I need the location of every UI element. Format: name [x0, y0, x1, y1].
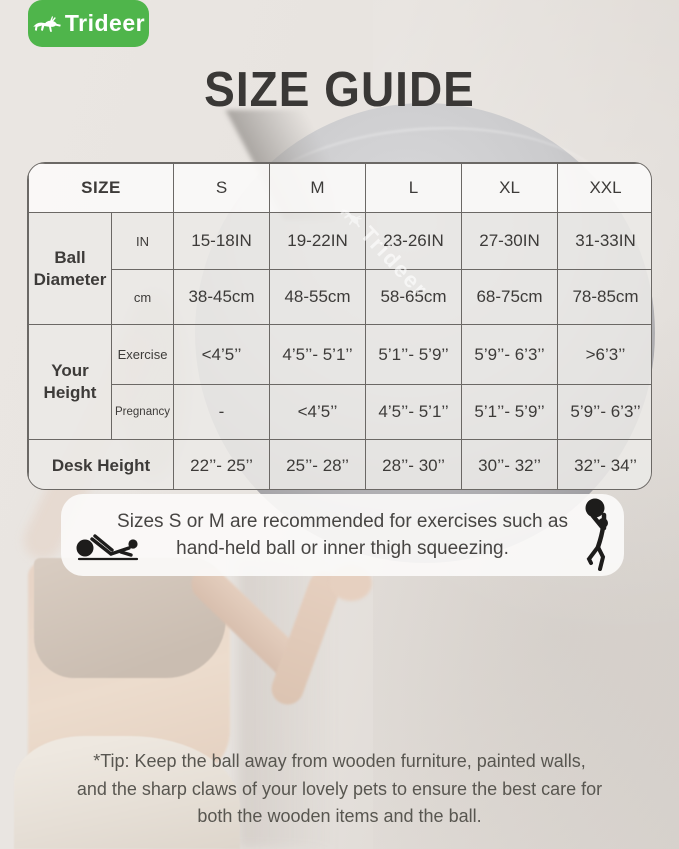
size-value-cell: 4’5’’- 5’1’’: [365, 384, 463, 440]
col-header-l: L: [365, 163, 463, 213]
col-header-s: S: [173, 163, 271, 213]
deer-icon: [33, 15, 61, 32]
table-row-height-pregnancy: Pregnancy - <4’5’’ 4’5’’- 5’1’’ 5’1’’- 5…: [29, 384, 651, 440]
row-group-ball-diameter: Ball Diameter: [28, 212, 112, 325]
table-row-height-exercise: Your Height Exercise <4’5’’ 4’5’’- 5’1’’…: [28, 324, 651, 440]
col-header-xl: XL: [461, 163, 559, 213]
size-value-cell: 5’1’’- 5’9’’: [461, 384, 559, 440]
care-tip: *Tip: Keep the ball away from wooden fur…: [0, 748, 679, 831]
tip-line-3: both the wooden items and the ball.: [197, 806, 482, 826]
tip-line-2: and the sharp claws of your lovely pets …: [76, 778, 603, 799]
size-value-cell: 28’’- 30’’: [365, 439, 463, 489]
size-value-cell: 32’’- 34’’: [557, 439, 651, 489]
size-value-cell: 78-85cm: [557, 269, 651, 325]
row-sub-pregnancy: Pregnancy: [110, 384, 175, 440]
row-sub-cm: cm: [110, 269, 175, 325]
size-value-cell: 4’5’’- 5’1’’: [269, 324, 367, 385]
size-table-grid: SIZE S M L XL XXL Ball Diameter IN 15-18…: [28, 163, 651, 489]
size-value-cell: <4’5’’: [173, 324, 271, 385]
page-title: SIZE GUIDE: [204, 61, 475, 117]
hand-held-ball-icon: [585, 498, 608, 571]
tip-line-1: *Tip: Keep the ball away from wooden fur…: [93, 751, 586, 771]
col-header-size: SIZE: [28, 163, 175, 213]
size-value-cell: -: [173, 384, 271, 440]
size-value-cell: 38-45cm: [173, 269, 271, 325]
size-value-cell: 58-65cm: [365, 269, 463, 325]
note-text: Sizes S or M are recommended for exercis…: [117, 508, 568, 562]
size-value-cell: 23-26IN: [365, 212, 463, 270]
row-sub-exercise: Exercise: [110, 324, 175, 385]
woman-leggings: [14, 736, 240, 849]
brand-name: Trideer: [64, 10, 146, 36]
size-value-cell: 48-55cm: [269, 269, 367, 325]
table-row-diameter-cm: cm 38-45cm 48-55cm 58-65cm 68-75cm 78-85…: [29, 269, 651, 325]
size-value-cell: 15-18IN: [173, 212, 271, 270]
size-value-cell: 5’1’’- 5’9’’: [365, 324, 463, 385]
size-value-cell: >6’3’’: [557, 324, 651, 385]
size-value-cell: 30’’- 32’’: [461, 439, 559, 489]
size-value-cell: 25’’- 28’’: [269, 439, 367, 489]
table-row-diameter-in: Ball Diameter IN 15-18IN 19-22IN 23-26IN…: [28, 212, 651, 325]
size-table: SIZE S M L XL XXL Ball Diameter IN 15-18…: [27, 162, 652, 490]
table-row-desk-height: Desk Height 22’’- 25’’ 25’’- 28’’ 28’’- …: [28, 439, 651, 489]
size-value-cell: 22’’- 25’’: [173, 439, 271, 489]
brand-logo: Trideer: [28, 0, 149, 47]
col-header-m: M: [269, 163, 367, 213]
inner-thigh-squeeze-icon: [76, 534, 139, 561]
size-value-cell: 5’9’’- 6’3’’: [557, 384, 651, 440]
size-value-cell: 31-33IN: [557, 212, 651, 270]
size-value-cell: 27-30IN: [461, 212, 559, 270]
size-value-cell: 68-75cm: [461, 269, 559, 325]
note-line-1: Sizes S or M are recommended for exercis…: [117, 511, 568, 532]
recommendation-note: Sizes S or M are recommended for exercis…: [61, 494, 624, 576]
row-group-desk-height: Desk Height: [28, 439, 175, 489]
table-header-row: SIZE S M L XL XXL: [28, 163, 651, 213]
note-line-2: hand-held ball or inner thigh squeezing.: [176, 538, 509, 559]
size-value-cell: <4’5’’: [269, 384, 367, 440]
col-header-xxl: XXL: [557, 163, 651, 213]
row-group-your-height: Your Height: [28, 324, 112, 440]
row-sub-in: IN: [110, 212, 175, 270]
size-value-cell: 5’9’’- 6’3’’: [461, 324, 559, 385]
size-value-cell: 19-22IN: [269, 212, 367, 270]
